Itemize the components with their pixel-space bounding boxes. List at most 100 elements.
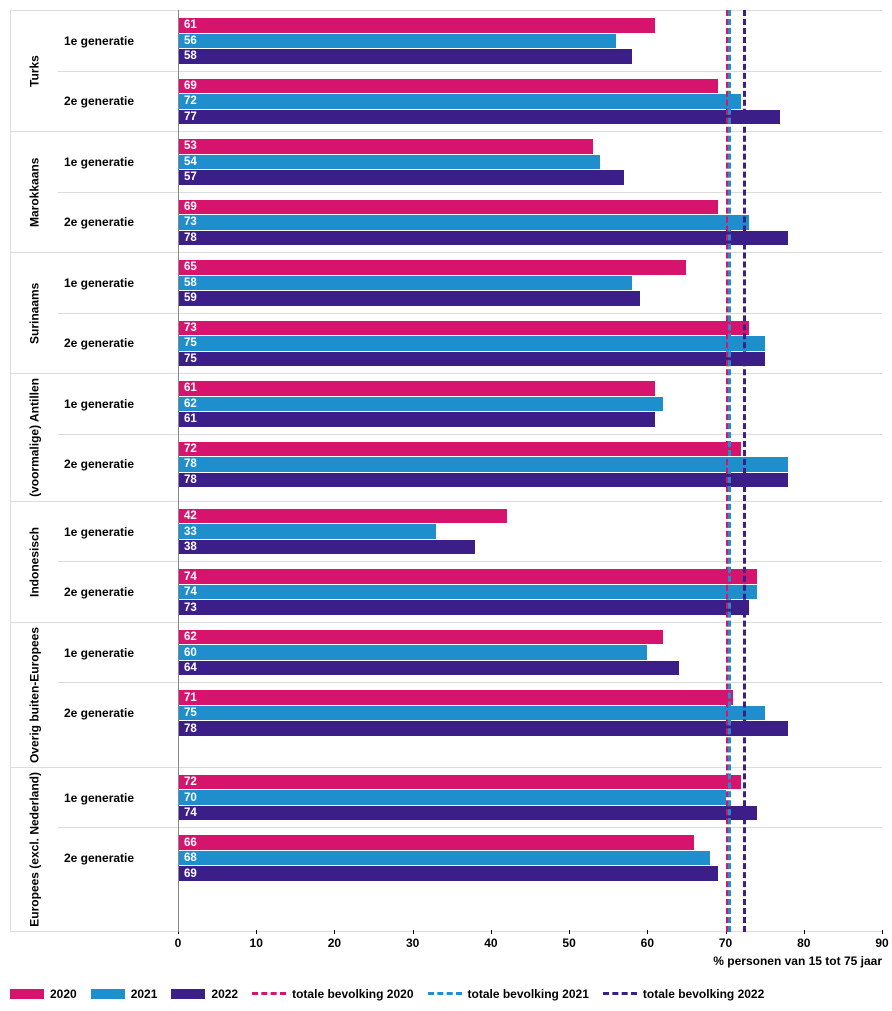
bar-value-label: 69 <box>178 80 197 92</box>
legend-item: totale bevolking 2022 <box>603 987 764 1001</box>
legend-label: 2022 <box>211 987 238 1001</box>
bar: 68 <box>178 851 710 866</box>
legend-swatch <box>10 989 44 999</box>
group-row: Indonesisch1e generatie423338 2e generati… <box>10 501 882 622</box>
bar-value-label: 75 <box>178 337 197 349</box>
bar: 61 <box>178 18 655 33</box>
bar-value-label: 61 <box>178 382 197 394</box>
bar-value-label: 57 <box>178 171 197 183</box>
bar-value-label: 72 <box>178 95 197 107</box>
generation-row: 2e generatie73 75 75 <box>58 313 882 374</box>
bar-value-label: 73 <box>178 322 197 334</box>
group-label: Indonesisch <box>10 502 58 622</box>
bar: 74 <box>178 569 757 584</box>
group-row: Marokkaans1e generatie5354572e generatie… <box>10 131 882 252</box>
bar: 62 <box>178 630 663 645</box>
generation-label: 1e generatie <box>58 138 178 186</box>
bar-value-label: 77 <box>178 111 197 123</box>
bar: 42 <box>178 509 507 524</box>
generation-label: 2e generatie <box>58 199 178 247</box>
generation-row: 1e generatie423338 <box>58 502 882 562</box>
group-row: Turks1e generatie6156582e generatie69727… <box>10 10 882 131</box>
bar-value-label: 58 <box>178 50 197 62</box>
bar-value-label: 66 <box>178 837 197 849</box>
bar: 75 <box>178 352 765 367</box>
legend-swatch <box>428 992 462 995</box>
bar: 56 <box>178 34 616 49</box>
legend-swatch <box>171 989 205 999</box>
bar-value-label: 78 <box>178 232 197 244</box>
generation-label: 1e generatie <box>58 17 178 65</box>
bar: 62 <box>178 397 663 412</box>
x-tick: 90 <box>875 936 888 950</box>
bar-value-label: 42 <box>178 510 197 522</box>
generation-row: 1e generatie616261 <box>58 374 882 434</box>
bar-value-label: 70 <box>178 792 197 804</box>
bar: 58 <box>178 276 632 291</box>
bar: 71 <box>178 690 733 705</box>
bar: 58 <box>178 49 632 64</box>
legend-swatch <box>91 989 125 999</box>
generation-row: 2e generatie727878 <box>58 434 882 495</box>
bar: 57 <box>178 170 624 185</box>
bar: 69 <box>178 866 718 881</box>
bar-value-label: 69 <box>178 201 197 213</box>
bar: 73 <box>178 600 749 615</box>
bar: 78 <box>178 231 788 246</box>
bar: 74 <box>178 585 757 600</box>
bar-chart: Turks1e generatie6156582e generatie69727… <box>10 10 882 967</box>
legend: 202020212022totale bevolking 2020totale … <box>10 987 882 1001</box>
bar-value-label: 68 <box>178 852 197 864</box>
bar-value-label: 58 <box>178 277 197 289</box>
generation-label: 2e generatie <box>58 568 178 616</box>
generation-label: 2e generatie <box>58 320 178 368</box>
generation-label: 2e generatie <box>58 441 178 489</box>
bar: 77 <box>178 110 780 125</box>
legend-label: 2020 <box>50 987 77 1001</box>
bar-value-label: 74 <box>178 807 197 819</box>
generation-label: 1e generatie <box>58 259 178 307</box>
bar: 53 <box>178 139 593 154</box>
legend-swatch <box>603 992 637 995</box>
bar: 75 <box>178 706 765 721</box>
bar: 69 <box>178 200 718 215</box>
legend-item: 2022 <box>171 987 238 1001</box>
bar: 73 <box>178 215 749 230</box>
bar: 66 <box>178 835 694 850</box>
legend-item: totale bevolking 2021 <box>428 987 589 1001</box>
bar-value-label: 72 <box>178 443 197 455</box>
legend-label: totale bevolking 2022 <box>643 987 764 1001</box>
bar-value-label: 75 <box>178 707 197 719</box>
x-tick: 60 <box>641 936 654 950</box>
bar-value-label: 53 <box>178 140 197 152</box>
generation-label: 1e generatie <box>58 629 178 677</box>
x-tick: 30 <box>406 936 419 950</box>
generation-row: 1e generatie655859 <box>58 253 882 313</box>
generation-row: 1e generatie727074 <box>58 768 882 828</box>
group-row: Europees (excl. Nederland)1e generatie72… <box>10 767 882 932</box>
legend-label: totale bevolking 2020 <box>292 987 413 1001</box>
bar-value-label: 72 <box>178 776 197 788</box>
generation-row: 1e generatie61 56 58 <box>58 11 882 71</box>
group-label: Surinaams <box>10 253 58 373</box>
bar: 72 <box>178 442 741 457</box>
generation-row: 2e generatie717578 <box>58 682 882 743</box>
bar-value-label: 74 <box>178 571 197 583</box>
bar-value-label: 61 <box>178 19 197 31</box>
bar: 61 <box>178 381 655 396</box>
bar-value-label: 56 <box>178 35 197 47</box>
bar-value-label: 38 <box>178 541 197 553</box>
bar-value-label: 54 <box>178 156 197 168</box>
generation-row: 1e generatie626064 <box>58 623 882 683</box>
group-row: Overig buiten-Europees1e generatie626064… <box>10 622 882 767</box>
generation-label: 1e generatie <box>58 380 178 428</box>
generation-row: 2e generatie697277 <box>58 71 882 132</box>
bar-value-label: 73 <box>178 602 197 614</box>
bar-value-label: 59 <box>178 292 197 304</box>
bar: 38 <box>178 540 475 555</box>
x-tick: 20 <box>328 936 341 950</box>
bar-value-label: 75 <box>178 353 197 365</box>
bar-value-label: 78 <box>178 723 197 735</box>
x-tick: 50 <box>562 936 575 950</box>
legend-item: 2020 <box>10 987 77 1001</box>
